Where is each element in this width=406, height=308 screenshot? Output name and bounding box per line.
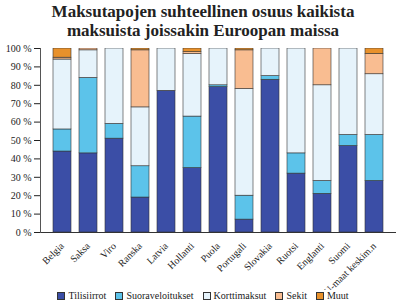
html-text:Suoraveloitukset: Suoraveloitukset (126, 290, 194, 301)
svg-text:100 %: 100 % (6, 43, 32, 54)
svg-text:Portugali: Portugali (214, 240, 248, 274)
svg-text:60 %: 60 % (11, 116, 32, 127)
svg-text:90 %: 90 % (11, 61, 32, 72)
svg-text:Belgia: Belgia (40, 240, 67, 267)
svg-text:20 %: 20 % (11, 190, 32, 201)
svg-text:EU-maat keskim.n: EU-maat keskim.n (317, 240, 378, 290)
svg-text:30 %: 30 % (11, 172, 32, 183)
svg-text:Ruotsi: Ruotsi (273, 240, 301, 267)
svg-text:70 %: 70 % (11, 98, 32, 109)
svg-text:Englanti: Englanti (294, 240, 326, 272)
html-text:Muut: Muut (326, 290, 349, 301)
svg-text:0 %: 0 % (16, 227, 32, 238)
svg-text:Puola: Puola (198, 240, 223, 265)
svg-text:Hollanti: Hollanti (165, 240, 196, 271)
html-text:Tilisiirrot: Tilisiirrot (68, 290, 107, 301)
html-text:Maksutapojen suhteellinen osuu: Maksutapojen suhteellinen osuus kaikista… (51, 2, 355, 40)
svg-text:Saksa: Saksa (68, 240, 93, 265)
svg-text:50 %: 50 % (11, 135, 32, 146)
svg-text:Slovakia: Slovakia (242, 240, 275, 273)
html-text:Korttimaksut: Korttimaksut (213, 290, 267, 301)
svg-text:Viro: Viro (98, 240, 118, 260)
svg-text:40 %: 40 % (11, 153, 32, 164)
html-text:Sekit: Sekit (286, 290, 307, 301)
svg-text:Suomi: Suomi (325, 240, 353, 267)
svg-text:Latvia: Latvia (144, 240, 171, 267)
svg-text:Ranska: Ranska (116, 240, 145, 269)
svg-text:80 %: 80 % (11, 80, 32, 91)
svg-text:10 %: 10 % (11, 208, 32, 219)
